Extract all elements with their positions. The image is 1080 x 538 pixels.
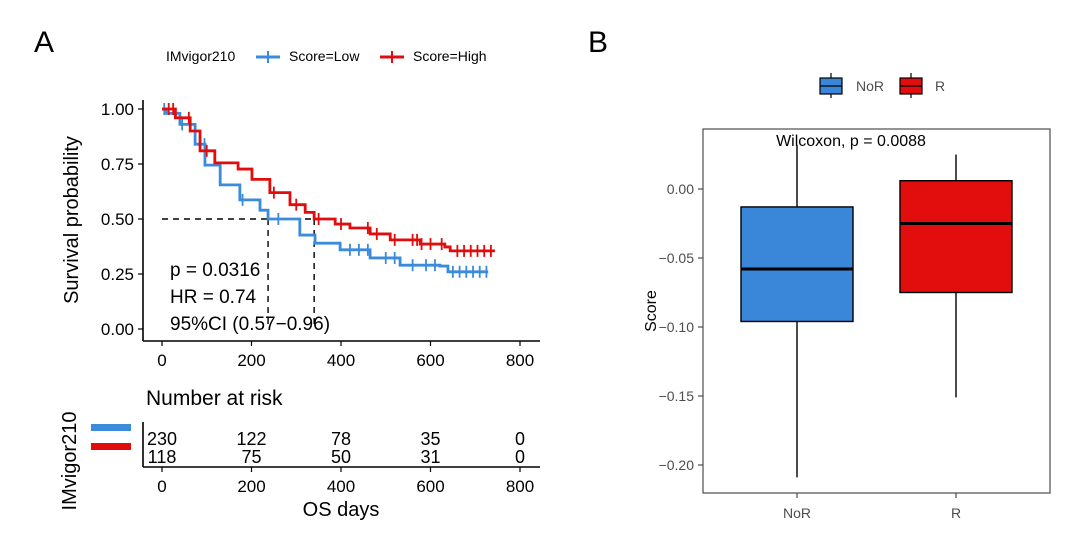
km-legend-key-high: [380, 51, 404, 63]
km-annotation-hr: HR = 0.74: [170, 287, 257, 308]
risk-row-key-high: [91, 443, 131, 450]
km-x-tick-label: 800: [506, 351, 534, 370]
box-y-tick-label: −0.20: [659, 457, 695, 473]
km-plot: IMvigor210 Score=Low Score=High 0.00 0.25…: [61, 48, 540, 370]
risk-x-tick-label: 200: [237, 477, 265, 496]
box-legend-label-r: R: [935, 78, 945, 94]
km-x-tick-label: 400: [327, 351, 355, 370]
box-y-tick-label: −0.10: [659, 319, 695, 335]
km-annotation-p: p = 0.0316: [170, 260, 260, 281]
km-y-tick-label: 0.00: [101, 320, 134, 339]
km-y-tick-label: 0.50: [101, 210, 134, 229]
risk-cell: 31: [420, 447, 440, 467]
box-nor: [740, 144, 854, 478]
km-y-tick-label: 0.75: [101, 155, 134, 174]
km-legend-label-high: Score=High: [413, 48, 487, 64]
km-x-tick-label: 200: [237, 351, 265, 370]
risk-cell: 230: [147, 429, 177, 449]
risk-cell: 78: [331, 429, 351, 449]
risk-cell: 75: [241, 447, 261, 467]
box-plot: NoR R 0.00 −0.05 −0.10 −0.15 −0.20 NoR R Scor…: [643, 73, 1051, 521]
risk-x-tick-label: 400: [327, 477, 355, 496]
box-y-tick-label: −0.05: [659, 250, 695, 266]
box-y-label: Score: [643, 290, 660, 332]
box-legend-key-r: [899, 73, 923, 98]
km-y-tick-label: 0.25: [101, 265, 134, 284]
risk-cell: 118: [148, 447, 177, 467]
risk-cell: 0: [515, 429, 525, 449]
risk-cell: 0: [515, 447, 525, 467]
km-legend-label-low: Score=Low: [289, 48, 360, 64]
risk-row-key-low: [91, 424, 131, 431]
km-x-tick-label: 600: [416, 351, 444, 370]
km-x-tick-label: 0: [157, 351, 166, 370]
risk-x-tick-label: 800: [506, 477, 534, 496]
risk-cell: 122: [236, 429, 266, 449]
box-legend-label-nor: NoR: [856, 78, 884, 94]
box-y-tick-label: −0.15: [659, 388, 695, 404]
km-legend-title: IMvigor210: [166, 48, 235, 64]
panel-label-a: A: [34, 26, 54, 59]
risk-x-label: OS days: [303, 499, 380, 521]
box-iqr: [740, 206, 854, 323]
risk-x-tick-label: 600: [416, 477, 444, 496]
km-curve-low: [162, 107, 489, 274]
box-legend-key-nor: [819, 73, 843, 98]
risk-table-title: Number at risk: [146, 387, 283, 410]
km-y-tick-label: 1.00: [101, 100, 134, 119]
risk-x-tick-label: 0: [157, 477, 166, 496]
km-y-label: Survival probability: [61, 136, 83, 304]
box-plot-panel-border: [702, 128, 1051, 494]
risk-cell: 50: [331, 447, 351, 467]
box-x-tick-label: R: [951, 505, 961, 521]
risk-cell: 35: [420, 429, 440, 449]
box-x-tick-label: NoR: [783, 505, 811, 521]
panel-label-b: B: [588, 26, 608, 59]
box-annotation-wilcoxon: Wilcoxon, p = 0.0088: [776, 133, 926, 150]
km-annotation-ci: 95%CI (0.57−0.96): [170, 314, 330, 335]
box-y-tick-label: 0.00: [667, 181, 694, 197]
km-legend-key-low: [256, 51, 280, 63]
risk-strata-label: IMvigor210: [59, 412, 81, 511]
box-r: [899, 154, 1013, 398]
risk-table: Number at risk IMvigor210 230 122 78 35 0 118…: [59, 387, 540, 521]
km-curve-high: [162, 107, 495, 253]
box-iqr: [899, 180, 1013, 294]
